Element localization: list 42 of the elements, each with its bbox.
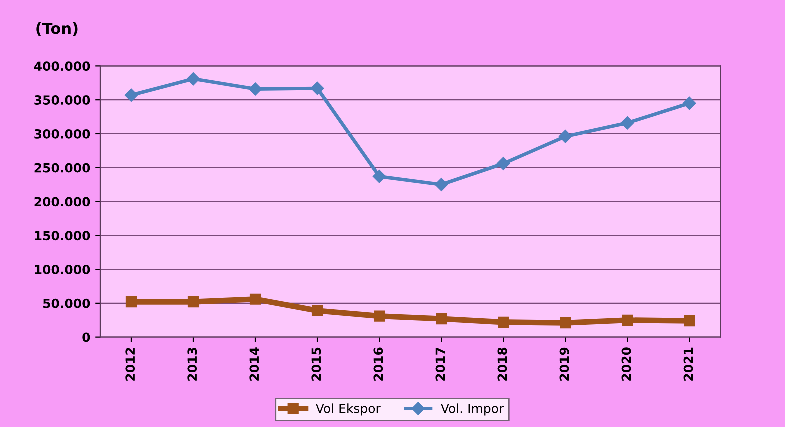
point <box>250 294 262 305</box>
y-tick-label: 0 <box>82 332 90 342</box>
point <box>186 72 200 86</box>
y-axis-title: (Ton) <box>36 22 78 36</box>
point <box>310 82 324 96</box>
point <box>559 130 572 144</box>
point <box>248 82 262 96</box>
point <box>312 305 324 316</box>
point <box>622 314 634 326</box>
x-tick-label: 2021 <box>684 348 694 381</box>
point <box>124 88 138 102</box>
point <box>498 316 510 328</box>
y-tick-label: 200.000 <box>34 197 90 207</box>
y-tick-label: 250.000 <box>34 163 90 173</box>
y-tick-label: 400.000 <box>34 62 90 72</box>
x-tick-label: 2018 <box>498 348 508 381</box>
x-tick-label: 2020 <box>622 348 632 381</box>
point <box>434 178 448 192</box>
point <box>683 96 696 110</box>
y-tick-label: 100.000 <box>35 265 90 274</box>
legend-label: Vol Ekspor <box>316 404 381 416</box>
point <box>436 313 448 325</box>
point <box>374 310 386 322</box>
y-tick-label: 300.000 <box>34 129 90 139</box>
y-tick-label: 350.000 <box>34 96 90 106</box>
x-tick-label: 2017 <box>436 348 446 381</box>
x-tick-label: 2014 <box>250 348 260 381</box>
legend-label: Vol. Impor <box>441 404 504 416</box>
point <box>372 170 386 184</box>
y-tick-label: 150.000 <box>35 231 90 241</box>
point <box>126 296 138 308</box>
x-tick-label: 2012 <box>126 348 136 381</box>
point <box>188 296 200 308</box>
point <box>496 157 510 170</box>
point <box>621 116 634 130</box>
x-tick-label: 2019 <box>560 348 570 381</box>
x-tick-label: 2015 <box>312 348 322 381</box>
point <box>684 316 696 327</box>
y-tick-label: 50.000 <box>43 298 90 308</box>
point <box>560 318 572 329</box>
x-tick-label: 2016 <box>374 348 384 381</box>
x-tick-label: 2013 <box>188 348 198 381</box>
